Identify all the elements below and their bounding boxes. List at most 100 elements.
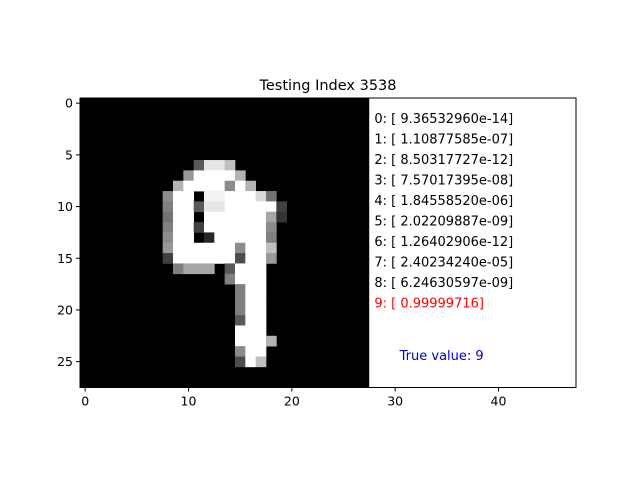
prediction-label: 7: [ 2.40234240e-05] [374,256,513,271]
pixel [245,180,257,192]
y-axis: 0 5 10 15 20 25 [57,96,80,369]
prediction-label: 9: [ 0.99999716] [374,297,484,312]
prediction-label: 1: [ 1.10877585e-07] [374,133,513,148]
pixel [193,263,205,275]
pixel [245,253,257,264]
pixel [224,211,236,223]
pixel [183,180,195,192]
pixel [235,201,246,213]
pixel [173,201,184,213]
pixel [214,222,226,233]
pixel [235,191,246,202]
x-tick-label: 40 [491,394,507,409]
pixel [214,191,226,202]
plot-area: 0: [ 9.36532960e-14] 1: [ 1.10877585e-07]… [79,97,577,388]
pixel [245,356,257,368]
prediction-label: 4: [ 1.84558520e-06] [374,194,513,209]
pixel [204,180,215,192]
pixel [235,273,246,285]
chart-title: Testing Index 3538 [258,78,396,94]
pixel [183,253,195,264]
x-tick-label: 0 [81,394,89,409]
pixel [255,284,267,295]
prediction-label: 6: [ 1.26402906e-12] [374,235,513,250]
pixel [193,253,205,264]
x-tick-label: 30 [387,394,403,409]
pixel [183,201,195,213]
pixel [245,304,257,316]
pixel [266,211,277,223]
pixel [224,180,236,192]
pixel [235,294,246,306]
pixel [204,211,215,223]
pixel [235,284,246,295]
pixel [235,232,246,244]
pixel [255,263,267,275]
pixel [245,211,257,223]
x-tick-label: 10 [181,394,197,409]
pixel [235,356,246,368]
pixel [276,211,288,223]
pixel [173,263,184,275]
pixel [266,335,277,347]
pixel [162,232,174,244]
pixel [204,263,215,275]
pixel [235,304,246,316]
pixel [224,263,236,275]
pixel [173,180,184,192]
true-value-label: True value: 9 [399,349,484,364]
pixel [235,263,246,275]
pixel [255,232,267,244]
pixel [162,253,174,264]
pixel [266,191,277,202]
pixel [204,253,215,264]
pixel [183,263,195,275]
pixel [183,232,195,244]
pixel [183,191,195,202]
pixel [224,222,236,233]
pixel [235,242,246,254]
pixel [245,284,257,295]
pixel [224,201,236,213]
pixel [245,222,257,233]
pixel [245,191,257,202]
pixel [266,222,277,233]
pixel [204,242,215,254]
pixel [245,335,257,347]
pixel [183,222,195,233]
pixel [193,180,205,192]
pixel [255,335,267,347]
pixel [245,263,257,275]
pixel [214,201,226,213]
pixel [162,222,174,233]
pixel [173,211,184,223]
pixel [224,170,236,182]
pixel [255,242,267,254]
pixel [193,170,205,182]
pixel [245,273,257,285]
pixel [245,294,257,306]
y-tick-label: 25 [57,354,73,369]
prediction-label: 2: [ 8.50317727e-12] [374,153,513,168]
prediction-label: 0: [ 9.36532960e-14] [374,112,513,127]
pixel [214,253,226,264]
pixel [266,253,277,264]
pixel [266,232,277,244]
pixel [214,232,226,244]
pixel [245,201,257,213]
y-tick-label: 5 [65,147,73,162]
pixel [224,160,236,171]
pixel [204,232,215,244]
pixel [204,201,215,213]
pixel [162,211,174,223]
pixel [235,335,246,347]
y-tick-label: 10 [57,199,73,214]
pixel [173,242,184,254]
pixel [245,315,257,326]
pixel [235,253,246,264]
pixel [255,211,267,223]
pixel [224,191,236,202]
pixel [255,346,267,357]
pixel [245,346,257,357]
prediction-label: 8: [ 6.24630597e-09] [374,276,513,291]
